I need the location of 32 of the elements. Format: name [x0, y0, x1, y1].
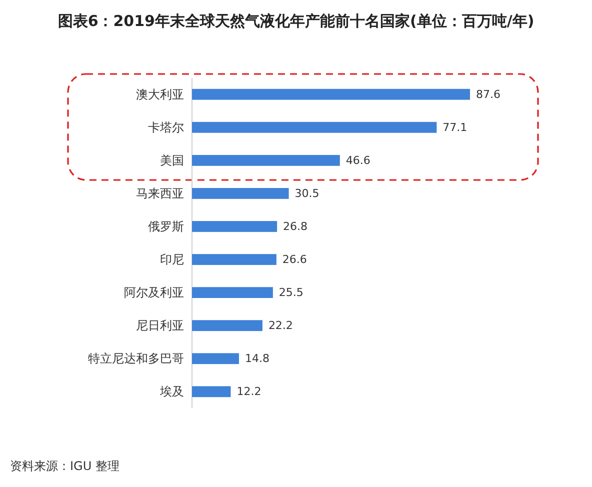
data-label: 22.2 — [268, 319, 293, 332]
y-tick-label: 尼日利亚 — [136, 318, 184, 333]
data-label: 87.6 — [476, 88, 500, 101]
y-tick-label: 卡塔尔 — [148, 120, 184, 134]
data-label: 30.5 — [294, 186, 320, 200]
data-label: 77.1 — [442, 120, 468, 134]
y-tick-label: 阿尔及利亚 — [124, 286, 184, 300]
text: 资料来源：IGU 整理 — [10, 459, 120, 473]
bar — [192, 386, 231, 398]
data-label: 46.6 — [346, 154, 370, 167]
data-label: 14.8 — [244, 352, 270, 366]
y-tick-label: 马来西亚 — [136, 186, 184, 200]
y-tick-label: 澳大利亚 — [136, 87, 184, 102]
bar — [192, 88, 470, 100]
bar — [192, 221, 278, 232]
y-tick-label: 埃及 — [159, 384, 184, 399]
bar — [192, 353, 239, 364]
bar — [192, 320, 262, 332]
data-label: 12.2 — [236, 385, 262, 398]
data-label: 25.5 — [278, 286, 304, 300]
bar — [192, 287, 273, 298]
bar — [192, 122, 437, 133]
y-tick-label: 美国 — [160, 153, 184, 168]
y-tick-label: 俄罗斯 — [148, 219, 184, 234]
y-tick-label: 特立尼达和多巴哥 — [88, 352, 184, 366]
y-tick-label: 印尼 — [160, 252, 184, 267]
chart-title: 图表6：2019年末全球天然气液化年产能前十名国家(单位：百万吨/年) — [58, 12, 534, 30]
bar — [192, 188, 289, 199]
data-label: 26.6 — [282, 253, 307, 266]
bar — [192, 254, 276, 265]
bar — [192, 154, 340, 166]
data-label: 26.8 — [283, 220, 308, 233]
